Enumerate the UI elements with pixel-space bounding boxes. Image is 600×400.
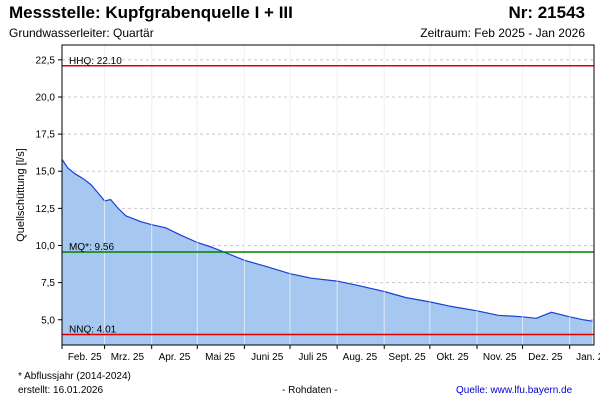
x-tick-label: Apr. 25 — [159, 352, 191, 363]
y-axis-label: Quellschüttung [l/s] — [15, 148, 27, 242]
y-tick-label: 20,0 — [36, 92, 56, 103]
created-date: erstellt: 16.01.2026 — [18, 385, 104, 396]
y-tick-label: 15,0 — [36, 167, 56, 178]
reference-label: MQ*: 9.56 — [69, 242, 114, 253]
x-tick-label: Juni 25 — [251, 352, 284, 363]
station-number: Nr: 21543 — [508, 3, 585, 22]
y-tick-label: 10,0 — [36, 241, 56, 252]
x-tick-label: Juli 25 — [298, 352, 327, 363]
period-label: Zeitraum: Feb 2025 - Jan 2026 — [420, 26, 585, 40]
x-tick-label: Sept. 25 — [388, 352, 426, 363]
y-tick-label: 7,5 — [41, 278, 55, 289]
reference-label: HHQ: 22.10 — [69, 56, 122, 67]
reference-label: NNQ: 4.01 — [69, 324, 117, 335]
series-area — [62, 159, 593, 345]
plot-frame — [61, 44, 595, 346]
raw-data-note: - Rohdaten - — [282, 385, 338, 396]
x-tick-label: Dez. 25 — [528, 352, 563, 363]
y-tick-label: 12,5 — [36, 204, 56, 215]
x-tick-label: Mrz. 25 — [111, 352, 145, 363]
source-link[interactable]: Quelle: www.lfu.bayern.de — [456, 385, 573, 396]
y-tick-label: 5,0 — [41, 315, 55, 326]
series-line — [61, 159, 593, 322]
x-tick-label: Nov. 25 — [483, 352, 517, 363]
y-tick-label: 17,5 — [36, 130, 56, 141]
x-tick-label: Aug. 25 — [343, 352, 378, 363]
y-tick-label: 22,5 — [36, 55, 56, 66]
aquifer-label: Grundwasserleiter: Quartär — [9, 26, 154, 40]
x-tick-label: Jan. 26 — [576, 352, 600, 363]
x-tick-label: Feb. 25 — [68, 352, 102, 363]
x-tick-label: Okt. 25 — [437, 352, 470, 363]
footnote: * Abflussjahr (2014-2024) — [18, 371, 131, 382]
x-tick-label: Mai 25 — [205, 352, 235, 363]
chart-title: Messstelle: Kupfgrabenquelle I + III — [9, 3, 293, 22]
